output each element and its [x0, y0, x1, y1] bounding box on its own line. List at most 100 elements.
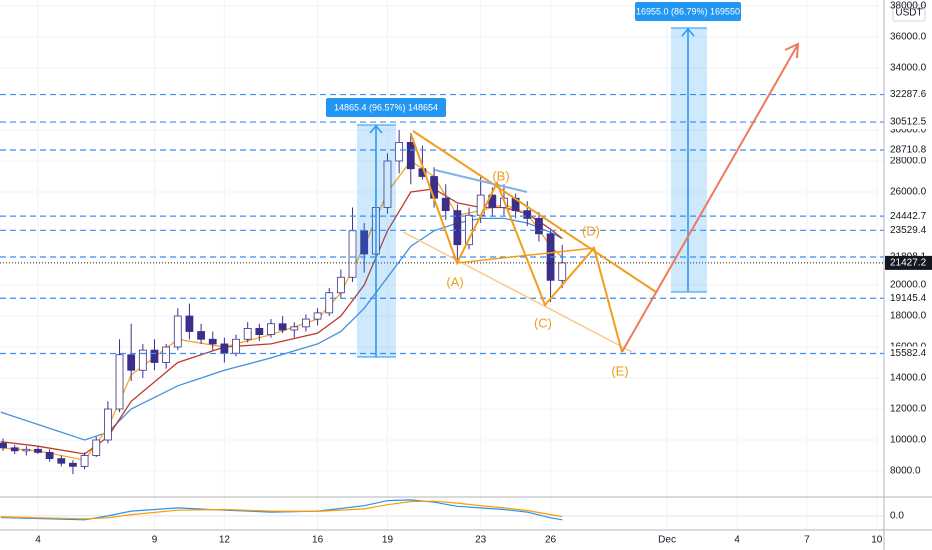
x-tick-label: 9: [152, 535, 158, 546]
price-level-box: [885, 291, 932, 306]
y-tick-label: 38000.0: [890, 1, 927, 12]
wave-label: (B): [492, 168, 509, 183]
drawings: [357, 27, 800, 358]
y-tick-label: 36000.0: [890, 32, 927, 43]
candle-body: [103, 408, 112, 441]
candle-body: [313, 312, 322, 320]
wave-label: (C): [534, 315, 552, 330]
price-level-label: 23529.4: [890, 225, 927, 236]
x-tick-label: 26: [545, 535, 557, 546]
measure-arrowhead: [681, 27, 695, 37]
candle-body: [290, 326, 299, 331]
y-tick-label: 26000.0: [890, 187, 927, 198]
candle-body: [336, 276, 345, 294]
candle-body: [173, 315, 182, 348]
candle-body: [80, 455, 89, 467]
y-tick-label: 8000.0: [890, 466, 921, 477]
y-tick-label: 18000.0: [890, 311, 927, 322]
y-tick-label: 30000.0: [890, 125, 927, 136]
measure-label: 14865.4 (96.57%) 148654: [334, 102, 438, 112]
candle-body: [92, 439, 101, 456]
x-tick-label: 4: [35, 535, 41, 546]
currency-label: USDT: [895, 8, 922, 19]
candle-body: [255, 328, 264, 336]
y-tick-label: 34000.0: [890, 63, 927, 74]
candle-body: [395, 142, 404, 162]
projection-arrowhead: [784, 42, 800, 59]
candle-body: [558, 262, 567, 281]
wave-line: [456, 247, 595, 264]
price-level-label: 15582.4: [890, 348, 927, 359]
projection-arrow: [621, 45, 798, 353]
candle-body: [406, 142, 415, 170]
measure-label-box: [635, 2, 741, 21]
candle-body: [0, 442, 7, 449]
wave-path: [410, 133, 623, 353]
y-tick-label: 10000.0: [890, 435, 927, 446]
measure-label: 16955.0 (86.79%) 169550: [636, 6, 740, 16]
y-tick-label: 12000.0: [890, 404, 927, 415]
triangle-line: [402, 231, 633, 353]
candle-body: [348, 230, 357, 278]
x-tick-label: 16: [312, 535, 324, 546]
price-level-label: 24442.7: [890, 211, 927, 222]
measure-arrowhead: [369, 124, 383, 134]
candle-body: [441, 197, 450, 212]
candle-body: [138, 349, 147, 371]
moving-average: [0, 217, 563, 441]
triangle-line: [412, 130, 657, 293]
x-tick-label: 12: [219, 535, 231, 546]
wave-label: (E): [611, 363, 628, 378]
candle-body: [69, 462, 77, 467]
candle-body: [22, 448, 31, 452]
candle-body: [302, 318, 310, 328]
x-tick-label: 10: [871, 535, 883, 546]
last-price-box: [885, 255, 932, 270]
y-tick-label: 28000.0: [890, 156, 927, 167]
candle-body: [115, 354, 124, 410]
annotation-layer: 14865.4 (96.57%) 148654 16955.0 (86.79%)…: [326, 2, 741, 378]
macd-tick-label: 0.0: [890, 511, 904, 522]
price-level-box: [885, 115, 932, 130]
candle-body: [535, 217, 543, 235]
candle-body: [150, 349, 159, 363]
price-level-box: [885, 87, 932, 102]
candle-body: [57, 458, 66, 464]
macd-line: [0, 499, 563, 521]
x-tick-label: 19: [382, 535, 394, 546]
candle-body: [453, 210, 462, 246]
candle-body: [267, 323, 275, 336]
trend-line: [434, 169, 528, 193]
x-tick-label: 4: [734, 535, 740, 546]
candle-body: [430, 176, 438, 199]
y-tick-label: 20000.0: [890, 280, 927, 291]
price-level-label: 19145.4: [890, 293, 927, 304]
price-level-label: 28710.8: [890, 145, 927, 156]
measure-label-box: [326, 98, 446, 117]
candle-body: [162, 346, 171, 363]
y-tick-label: 14000.0: [890, 373, 927, 384]
price-level-box: [885, 223, 932, 238]
last-price-label: 21427.2: [890, 258, 927, 269]
candle-body: [127, 354, 136, 371]
currency-box: [892, 4, 926, 22]
candle-body: [10, 447, 19, 452]
x-tick-label: 23: [475, 535, 487, 546]
macd-line: [0, 500, 563, 520]
price-level-box: [885, 209, 932, 224]
candle-body: [34, 448, 42, 453]
x-tick-label: Dec: [658, 535, 676, 546]
candle-body: [243, 328, 252, 340]
candle-body: [325, 292, 334, 314]
price-level-box: [885, 142, 932, 157]
x-tick-label: 7: [804, 535, 810, 546]
wave-label: (D): [582, 223, 600, 238]
price-level-label: 30512.5: [890, 117, 927, 128]
measure-box: [671, 28, 707, 292]
candle-body: [278, 323, 287, 331]
candle-body: [45, 452, 54, 460]
candle-body: [220, 343, 229, 354]
